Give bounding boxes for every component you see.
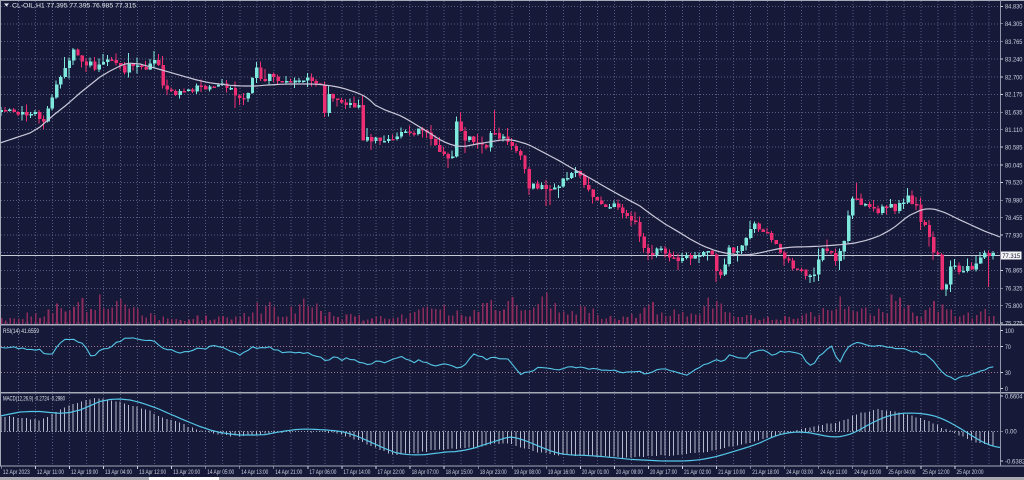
svg-text:14 Apr 13:00: 14 Apr 13:00 bbox=[241, 469, 268, 476]
svg-text:RSI(14) 41.6559: RSI(14) 41.6559 bbox=[3, 328, 39, 335]
svg-text:17 Apr 06:00: 17 Apr 06:00 bbox=[309, 469, 336, 476]
svg-text:82.175: 82.175 bbox=[1005, 92, 1023, 99]
svg-text:12 Apr 2023: 12 Apr 2023 bbox=[3, 469, 30, 476]
svg-text:77.315: 77.315 bbox=[1002, 253, 1021, 260]
svg-text:76.865: 76.865 bbox=[1005, 268, 1023, 275]
svg-text:25 Apr 04:00: 25 Apr 04:00 bbox=[888, 469, 915, 476]
svg-text:17 Apr 22:00: 17 Apr 22:00 bbox=[378, 469, 405, 476]
svg-text:14 Apr 21:00: 14 Apr 21:00 bbox=[275, 469, 302, 476]
svg-text:13 Apr 12:00: 13 Apr 12:00 bbox=[139, 469, 166, 476]
svg-text:17 Apr 14:00: 17 Apr 14:00 bbox=[343, 469, 370, 476]
svg-text:18 Apr 07:00: 18 Apr 07:00 bbox=[412, 469, 439, 476]
svg-text:12 Apr 11:00: 12 Apr 11:00 bbox=[37, 469, 64, 476]
svg-text:80.585: 80.585 bbox=[1005, 144, 1023, 151]
svg-text:84.830: 84.830 bbox=[1005, 4, 1023, 11]
svg-text:12 Apr 19:00: 12 Apr 19:00 bbox=[71, 469, 98, 476]
svg-text:18 Apr 15:00: 18 Apr 15:00 bbox=[446, 469, 473, 476]
svg-text:80.045: 80.045 bbox=[1005, 162, 1023, 169]
svg-text:78.455: 78.455 bbox=[1005, 215, 1023, 222]
svg-text:20 Apr 09:00: 20 Apr 09:00 bbox=[616, 469, 643, 476]
svg-text:70: 70 bbox=[1005, 344, 1011, 351]
svg-text:25 Apr 12:00: 25 Apr 12:00 bbox=[923, 469, 950, 476]
svg-text:75.275: 75.275 bbox=[1005, 320, 1023, 327]
svg-text:CL-OIL,H1 77.395 77.395 76.985: CL-OIL,H1 77.395 77.395 76.985 77.315 bbox=[12, 3, 136, 10]
svg-text:75.800: 75.800 bbox=[1005, 303, 1023, 310]
svg-text:0.6604: 0.6604 bbox=[1005, 393, 1023, 400]
svg-text:-0.6382: -0.6382 bbox=[1005, 458, 1024, 465]
svg-text:0: 0 bbox=[1005, 386, 1008, 393]
svg-text:20 Apr 17:00: 20 Apr 17:00 bbox=[650, 469, 677, 476]
svg-text:MACD(12,26,9) -0.2724 -0.2980: MACD(12,26,9) -0.2724 -0.2980 bbox=[3, 396, 65, 403]
svg-text:25 Apr 20:00: 25 Apr 20:00 bbox=[957, 469, 984, 476]
svg-text:78.980: 78.980 bbox=[1005, 198, 1023, 205]
svg-text:81.110: 81.110 bbox=[1005, 127, 1023, 134]
svg-text:82.700: 82.700 bbox=[1005, 74, 1023, 81]
svg-text:0.00: 0.00 bbox=[1005, 429, 1017, 436]
svg-text:21 Apr 18:00: 21 Apr 18:00 bbox=[752, 469, 779, 476]
svg-text:30: 30 bbox=[1005, 370, 1011, 377]
svg-text:83.765: 83.765 bbox=[1005, 39, 1023, 46]
svg-text:76.325: 76.325 bbox=[1005, 286, 1023, 293]
svg-text:24 Apr 03:00: 24 Apr 03:00 bbox=[786, 469, 813, 476]
svg-text:14 Apr 05:00: 14 Apr 05:00 bbox=[207, 469, 234, 476]
svg-text:100: 100 bbox=[1005, 328, 1014, 335]
svg-text:79.520: 79.520 bbox=[1005, 180, 1023, 187]
svg-text:21 Apr 02:00: 21 Apr 02:00 bbox=[684, 469, 711, 476]
svg-text:20 Apr 01:00: 20 Apr 01:00 bbox=[582, 469, 609, 476]
svg-text:24 Apr 11:00: 24 Apr 11:00 bbox=[820, 469, 847, 476]
svg-text:13 Apr 20:00: 13 Apr 20:00 bbox=[173, 469, 200, 476]
svg-text:18 Apr 23:00: 18 Apr 23:00 bbox=[480, 469, 507, 476]
svg-text:24 Apr 19:00: 24 Apr 19:00 bbox=[854, 469, 881, 476]
svg-text:13 Apr 04:00: 13 Apr 04:00 bbox=[105, 469, 132, 476]
svg-text:77.930: 77.930 bbox=[1005, 232, 1023, 239]
svg-text:81.635: 81.635 bbox=[1005, 110, 1023, 117]
svg-text:83.240: 83.240 bbox=[1005, 56, 1023, 63]
svg-text:19 Apr 08:00: 19 Apr 08:00 bbox=[514, 469, 541, 476]
svg-text:19 Apr 16:00: 19 Apr 16:00 bbox=[548, 469, 575, 476]
svg-text:21 Apr 10:00: 21 Apr 10:00 bbox=[718, 469, 745, 476]
svg-text:84.305: 84.305 bbox=[1005, 21, 1023, 28]
